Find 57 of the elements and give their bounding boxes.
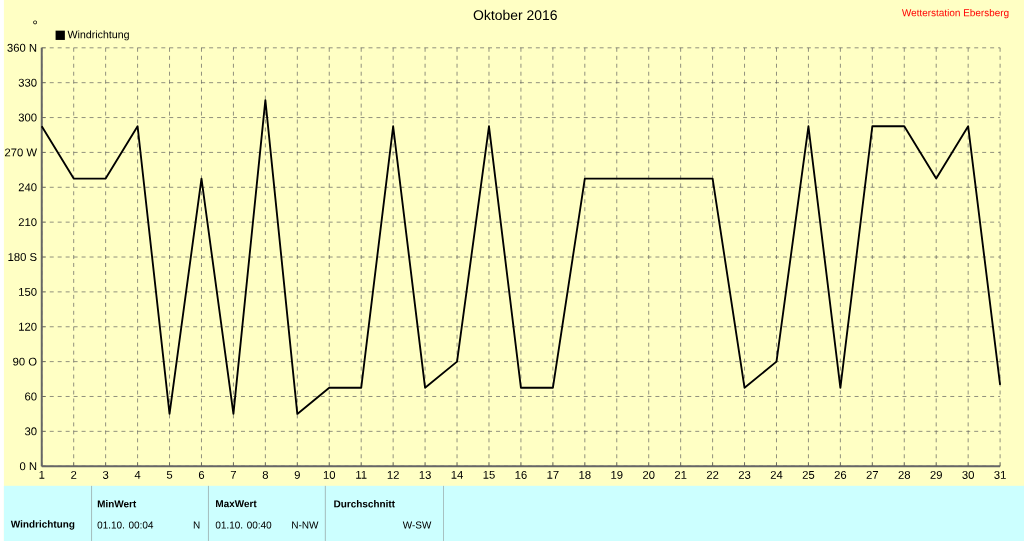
text: W-SW bbox=[402, 521, 432, 529]
x-tick-label: 21 bbox=[674, 470, 687, 479]
text: N-NW bbox=[292, 521, 319, 529]
x-tick-label: 6 bbox=[198, 470, 205, 479]
x-tick-label: 31 bbox=[994, 470, 1006, 479]
legend-label: Windrichtung bbox=[67, 30, 129, 41]
x-tick-label: 14 bbox=[451, 470, 463, 479]
x-tick-label: 23 bbox=[738, 470, 751, 479]
x-tick-label: 3 bbox=[102, 470, 109, 479]
y-tick-label: 90 O bbox=[13, 357, 37, 366]
x-tick-label: 13 bbox=[419, 470, 431, 479]
y-tick-label: 150 bbox=[19, 287, 37, 296]
chart-title: Oktober 2016 bbox=[473, 9, 557, 20]
text: Wetterstation Ebersberg bbox=[901, 8, 1009, 19]
x-tick-label: 7 bbox=[230, 470, 236, 479]
x-tick-label: 10 bbox=[323, 470, 336, 479]
y-axis-title: ° bbox=[33, 20, 37, 25]
x-tick-label: 30 bbox=[962, 470, 974, 479]
text: 01.10. 00:40 bbox=[215, 521, 272, 529]
x-tick-label: 24 bbox=[770, 470, 783, 479]
x-tick-label: 27 bbox=[866, 470, 879, 479]
x-tick-label: 25 bbox=[802, 470, 815, 479]
x-tick-label: 12 bbox=[387, 470, 399, 479]
text: Durchschnitt bbox=[334, 500, 395, 508]
x-tick-label: 9 bbox=[294, 470, 300, 479]
x-tick-label: 19 bbox=[611, 470, 623, 479]
y-tick-label: 270 W bbox=[4, 148, 38, 157]
x-tick-label: 15 bbox=[483, 470, 495, 479]
y-tick-label: 0 N bbox=[19, 462, 37, 471]
x-tick-label: 5 bbox=[166, 470, 173, 479]
y-tick-label: 300 bbox=[18, 113, 37, 122]
x-tick-label: 18 bbox=[579, 470, 591, 479]
text: 01.10. 00:04 bbox=[97, 521, 154, 529]
x-tick-label: 8 bbox=[262, 470, 269, 479]
y-tick-label: 360 N bbox=[7, 43, 37, 52]
y-tick-label: 120 bbox=[19, 322, 37, 331]
x-tick-label: 17 bbox=[547, 470, 559, 479]
x-tick-label: 22 bbox=[706, 470, 719, 479]
x-tick-label: 16 bbox=[515, 470, 527, 479]
text: MaxWert bbox=[216, 500, 257, 508]
x-tick-label: 2 bbox=[71, 470, 77, 479]
x-tick-label: 11 bbox=[356, 470, 367, 479]
x-tick-label: 20 bbox=[642, 470, 655, 479]
x-tick-label: 1 bbox=[39, 470, 45, 479]
text: MinWert bbox=[97, 500, 137, 508]
text: N bbox=[193, 521, 200, 529]
x-tick-label: 26 bbox=[834, 470, 847, 479]
y-tick-label: 30 bbox=[24, 427, 37, 436]
x-tick-label: 4 bbox=[134, 470, 141, 479]
y-tick-label: 240 bbox=[18, 183, 37, 192]
y-tick-label: 210 bbox=[18, 218, 37, 227]
x-tick-label: 29 bbox=[930, 470, 942, 479]
y-tick-label: 330 bbox=[18, 78, 37, 87]
y-tick-label: 180 S bbox=[8, 252, 37, 261]
y-tick-label: 60 bbox=[25, 392, 37, 401]
x-tick-label: 28 bbox=[898, 470, 911, 479]
text: Windrichtung bbox=[10, 520, 75, 530]
